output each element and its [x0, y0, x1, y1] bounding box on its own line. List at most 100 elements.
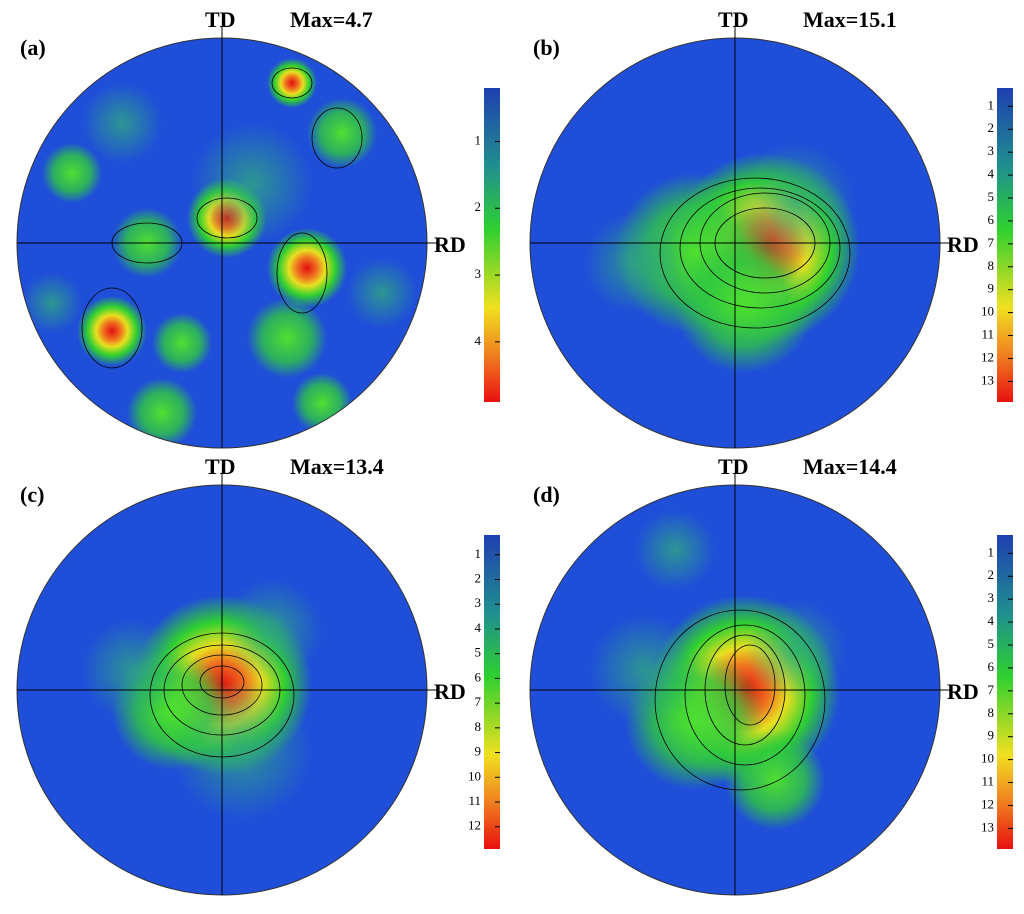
max-label: Max=15.1	[803, 7, 897, 32]
colorbar-label: 5	[988, 189, 995, 204]
intensity	[22, 58, 417, 448]
panel-label: (d)	[533, 482, 560, 507]
colorbar-label: 10	[468, 768, 481, 783]
intensity-blob	[635, 510, 715, 590]
intensity-blob	[192, 123, 312, 243]
intensity-blob	[267, 228, 347, 308]
intensity-blob	[127, 378, 197, 448]
panel-label: (a)	[20, 35, 46, 60]
intensity-blob	[82, 620, 182, 720]
colorbar-label: 5	[475, 645, 482, 660]
colorbar	[997, 88, 1013, 402]
intensity-blob	[292, 373, 352, 433]
colorbar-label: 9	[475, 744, 482, 759]
colorbar	[484, 535, 500, 849]
panel-label: (c)	[20, 482, 44, 507]
colorbar-label: 1	[475, 546, 482, 561]
intensity-blob	[42, 143, 102, 203]
contour	[659, 177, 851, 329]
pole-figure: (a) TD Max=4.7 RD 1 2 3 4	[16, 7, 500, 449]
colorbar-label: 2	[475, 199, 482, 214]
max-label: Max=14.4	[803, 454, 897, 479]
contour	[271, 67, 313, 99]
colorbar	[997, 535, 1013, 849]
panel-label: (b)	[533, 35, 560, 60]
contour	[81, 287, 143, 369]
rd-label: RD	[434, 679, 466, 704]
colorbar-label: 1	[988, 544, 995, 559]
intensity-blob	[267, 58, 317, 108]
td-label: TD	[205, 454, 236, 479]
rd-label: RD	[947, 679, 979, 704]
intensity-blob	[222, 580, 322, 680]
intensity-blob	[590, 615, 700, 725]
intensity-blob	[347, 258, 417, 328]
colorbar-label: 3	[475, 595, 482, 610]
colorbar-label: 12	[981, 349, 994, 364]
colorbar-label: 12	[981, 796, 994, 811]
max-label: Max=13.4	[290, 454, 384, 479]
intensity-blob	[82, 83, 162, 163]
colorbar-label: 8	[475, 719, 482, 734]
colorbar-label: 4	[988, 613, 995, 628]
colorbar-label: 1	[475, 132, 482, 147]
intensity-blob	[745, 600, 845, 700]
colorbar-label: 7	[475, 694, 482, 709]
intensity-blob	[585, 213, 685, 313]
intensity-blob	[247, 298, 327, 378]
td-label: TD	[718, 454, 749, 479]
colorbar-label: 8	[988, 258, 995, 273]
contour	[679, 187, 841, 309]
contour	[724, 644, 776, 726]
colorbar-label: 4	[475, 333, 482, 348]
colorbar-label: 7	[988, 235, 995, 250]
colorbar-label: 3	[475, 266, 482, 281]
colorbar-label: 11	[468, 793, 481, 808]
intensity-blob	[735, 143, 855, 263]
colorbar-label: 6	[475, 669, 482, 684]
colorbar-label: 2	[988, 120, 995, 135]
colorbar-label: 6	[988, 212, 995, 227]
colorbar	[484, 88, 500, 402]
colorbar-label: 3	[988, 590, 995, 605]
intensity-blob	[77, 296, 147, 366]
contour	[311, 107, 363, 169]
colorbar-label: 8	[988, 705, 995, 720]
max-label: Max=4.7	[290, 7, 373, 32]
rd-label: RD	[947, 232, 979, 257]
intensity-blob	[725, 730, 825, 830]
colorbar-label: 2	[475, 570, 482, 585]
intensity-blob	[22, 273, 82, 333]
colorbar-label: 5	[988, 636, 995, 651]
contour	[654, 609, 826, 791]
contour	[684, 624, 806, 766]
colorbar-label: 12	[468, 818, 481, 833]
colorbar-label: 9	[988, 281, 995, 296]
intensity	[82, 580, 322, 820]
colorbar-label: 9	[988, 728, 995, 743]
contour	[196, 197, 258, 239]
colorbar-label: 6	[988, 659, 995, 674]
td-label: TD	[718, 7, 749, 32]
colorbar-label: 13	[981, 819, 994, 834]
colorbar-label: 7	[988, 682, 995, 697]
td-label: TD	[205, 7, 236, 32]
colorbar-label: 3	[988, 143, 995, 158]
colorbar-label: 11	[981, 327, 994, 342]
colorbar-label: 10	[981, 304, 994, 319]
colorbar-label: 13	[981, 372, 994, 387]
intensity-blob	[675, 233, 815, 373]
colorbar-label: 11	[981, 774, 994, 789]
contour	[276, 232, 328, 314]
colorbar-label: 10	[981, 751, 994, 766]
colorbar-label: 4	[475, 620, 482, 635]
intensity-blob	[152, 313, 212, 373]
colorbar-label: 2	[988, 567, 995, 582]
rd-label: RD	[434, 232, 466, 257]
colorbar-label: 4	[988, 166, 995, 181]
